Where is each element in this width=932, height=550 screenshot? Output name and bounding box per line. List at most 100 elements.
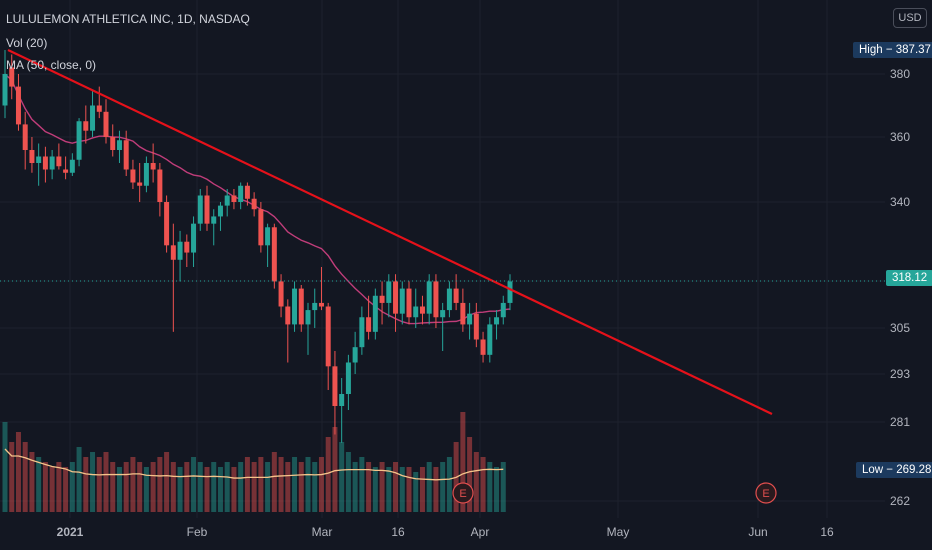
candle-body: [22, 124, 28, 150]
volume-bar: [399, 467, 405, 512]
volume-bar: [69, 462, 75, 512]
volume-bar: [372, 467, 378, 512]
volume-bar: [110, 462, 116, 512]
volume-bar: [265, 462, 271, 512]
candle-body: [500, 302, 506, 318]
volume-bar: [177, 467, 183, 512]
candle-body: [433, 281, 439, 318]
candle-body: [298, 288, 304, 325]
volume-bar: [204, 467, 210, 512]
volume-bar: [29, 452, 35, 512]
volume-bars: [2, 412, 506, 512]
current-price-tag: 318.12: [886, 270, 932, 286]
candle-body: [386, 281, 392, 303]
candle-body: [325, 306, 331, 367]
candle-body: [15, 86, 21, 125]
volume-bar: [339, 442, 345, 512]
downtrend-line: [7, 49, 773, 415]
volume-bar: [2, 422, 8, 512]
volume-bar: [285, 462, 291, 512]
volume-bar: [251, 462, 257, 512]
trendline[interactable]: [7, 49, 773, 415]
volume-bar: [9, 442, 15, 512]
candle-body: [366, 317, 372, 332]
candle-body: [110, 137, 116, 150]
volume-bar: [49, 467, 55, 512]
candle-body: [143, 163, 149, 186]
x-tick-label: May: [607, 525, 630, 539]
candle-body: [426, 281, 432, 314]
y-tick-label: 380: [890, 67, 910, 81]
earnings-marker: [452, 482, 474, 504]
candle-body: [507, 281, 513, 303]
volume-bar: [426, 462, 432, 512]
candle-body: [238, 185, 244, 202]
volume-bar: [352, 462, 358, 512]
y-tick-label: 360: [890, 130, 910, 144]
candle-body: [292, 288, 298, 325]
volume-bar: [103, 452, 109, 512]
candle-body: [251, 198, 257, 210]
volume-bar: [366, 462, 372, 512]
volume-bar: [244, 457, 250, 512]
volume-bar: [258, 457, 264, 512]
earnings-marker-label: E: [459, 488, 466, 500]
volume-bar: [116, 467, 122, 512]
candle-body: [217, 205, 223, 217]
candle-body: [494, 317, 500, 325]
candle-body: [76, 121, 82, 160]
candle-body: [29, 150, 35, 163]
currency-button[interactable]: USD: [893, 8, 927, 28]
y-tick-label: 340: [890, 195, 910, 209]
ma-path: [4, 73, 511, 325]
time-axis[interactable]: 2021 Feb Mar 16 Apr May Jun 16: [57, 525, 834, 539]
low-price-tag: Low − 269.28: [856, 462, 932, 478]
volume-bar: [130, 457, 136, 512]
ma-indicator-label[interactable]: MA (50, close, 0): [6, 58, 97, 72]
volume-bar: [318, 457, 324, 512]
volume-bar: [440, 462, 446, 512]
candle-body: [36, 156, 42, 163]
candle-body: [406, 288, 412, 318]
candle-body: [473, 313, 479, 340]
volume-bar: [406, 467, 412, 512]
volume-bar: [379, 462, 385, 512]
volume-bar: [137, 462, 143, 512]
candle-body: [96, 105, 102, 112]
y-tick-label: 281: [890, 415, 910, 429]
y-tick-label: 293: [890, 367, 910, 381]
candle-body: [339, 394, 345, 406]
candle-body: [123, 140, 129, 170]
volume-bar: [231, 467, 237, 512]
volume-bar: [460, 412, 466, 512]
candle-body: [453, 288, 459, 303]
volume-bar: [36, 457, 42, 512]
x-tick-label: 16: [820, 525, 834, 539]
x-tick-label: Jun: [748, 525, 767, 539]
candle-body: [480, 339, 486, 355]
candle-body: [130, 169, 136, 183]
y-tick-label: 262: [890, 494, 910, 508]
current-price-value: 318.12: [892, 272, 928, 284]
candle-body: [440, 310, 446, 318]
volume-indicator-label[interactable]: Vol (20): [6, 36, 48, 50]
volume-bar: [480, 457, 486, 512]
candle-body: [345, 362, 351, 394]
candle-body: [318, 302, 324, 307]
candle-body: [419, 306, 425, 314]
volume-bar: [42, 462, 48, 512]
candle-body: [399, 288, 405, 314]
candle-body: [83, 121, 89, 131]
price-axis[interactable]: 380 360 340 305 293 281 262: [890, 67, 910, 508]
low-value: 269.28: [896, 464, 932, 476]
volume-bar: [22, 442, 28, 512]
volume-bar: [164, 452, 170, 512]
volume-bar: [473, 452, 479, 512]
candle-body: [157, 169, 163, 202]
volume-bar: [305, 457, 311, 512]
volume-bar: [56, 462, 62, 512]
symbol-title: LULULEMON ATHLETICA INC, 1D, NASDAQ: [6, 12, 250, 26]
candle-body: [63, 169, 69, 173]
